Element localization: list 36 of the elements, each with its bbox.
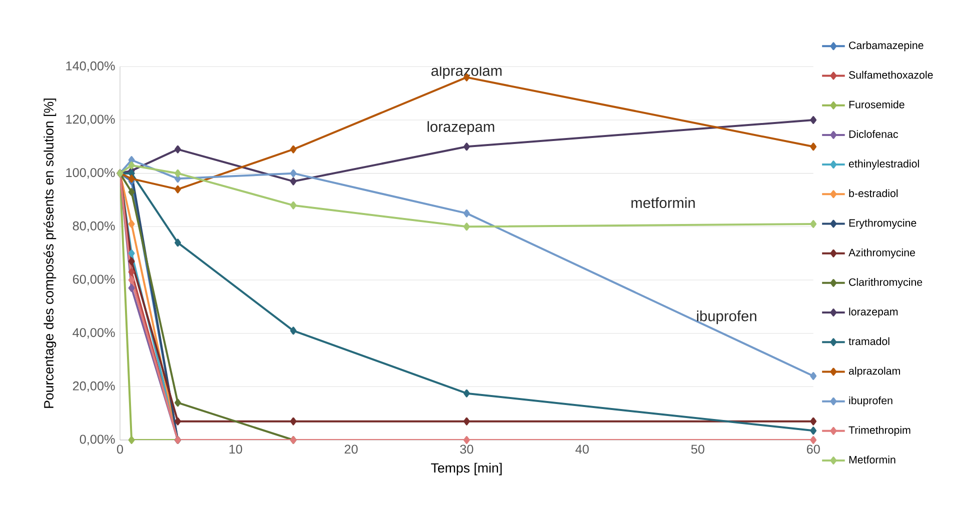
x-tick-label: 0 <box>116 444 124 454</box>
legend-label: b-estradiol <box>849 189 898 198</box>
legend-label: Metformin <box>849 456 896 464</box>
legend-label: alprazolam <box>848 366 900 377</box>
y-tick-label: 120,00% <box>66 114 115 126</box>
legend-label: Clarithromycine <box>849 278 922 288</box>
x-tick-label: 10 <box>229 444 242 454</box>
x-tick-label: 60 <box>806 444 820 454</box>
legend-label: Trimethropim <box>848 426 910 436</box>
x-tick-label: 20 <box>344 444 358 454</box>
y-tick-label: 80,00% <box>72 221 115 232</box>
legend-label: tramadol <box>848 337 890 346</box>
legend-label: ibuprofen <box>849 396 892 406</box>
legend-label: Erythromycine <box>849 218 916 229</box>
legend-label: Sulfamethoxazole <box>848 70 933 79</box>
y-tick-label: 100,00% <box>66 168 115 179</box>
legend-label: ethinylestradiol <box>848 160 919 170</box>
y-tick-label: 20,00% <box>72 381 115 392</box>
y-tick-label: 60,00% <box>72 274 115 286</box>
y-axis-title: Pourcentage des composés présents en solution [%] <box>44 98 56 408</box>
annotation: alprazolam <box>431 65 502 79</box>
annotation: ibuprofen <box>697 310 756 324</box>
legend-label: Diclofenac <box>849 130 898 138</box>
x-tick-label: 30 <box>460 444 474 454</box>
legend-label: Furosemide <box>849 100 904 108</box>
x-tick-label: 40 <box>575 444 589 454</box>
legend-label: Azithromycine <box>848 248 915 258</box>
annotation: lorazepam <box>428 121 494 135</box>
y-tick-label: 140,00% <box>66 61 115 72</box>
legend-label: lorazepam <box>849 308 898 318</box>
x-tick-label: 50 <box>691 444 704 454</box>
annotation: metformin <box>632 197 695 208</box>
y-tick-label: 40,00% <box>72 328 115 339</box>
x-axis-title: Temps [min] <box>431 462 502 476</box>
y-tick-label: 0,00% <box>80 434 115 446</box>
legend-label: Carbamazepine <box>849 41 924 52</box>
